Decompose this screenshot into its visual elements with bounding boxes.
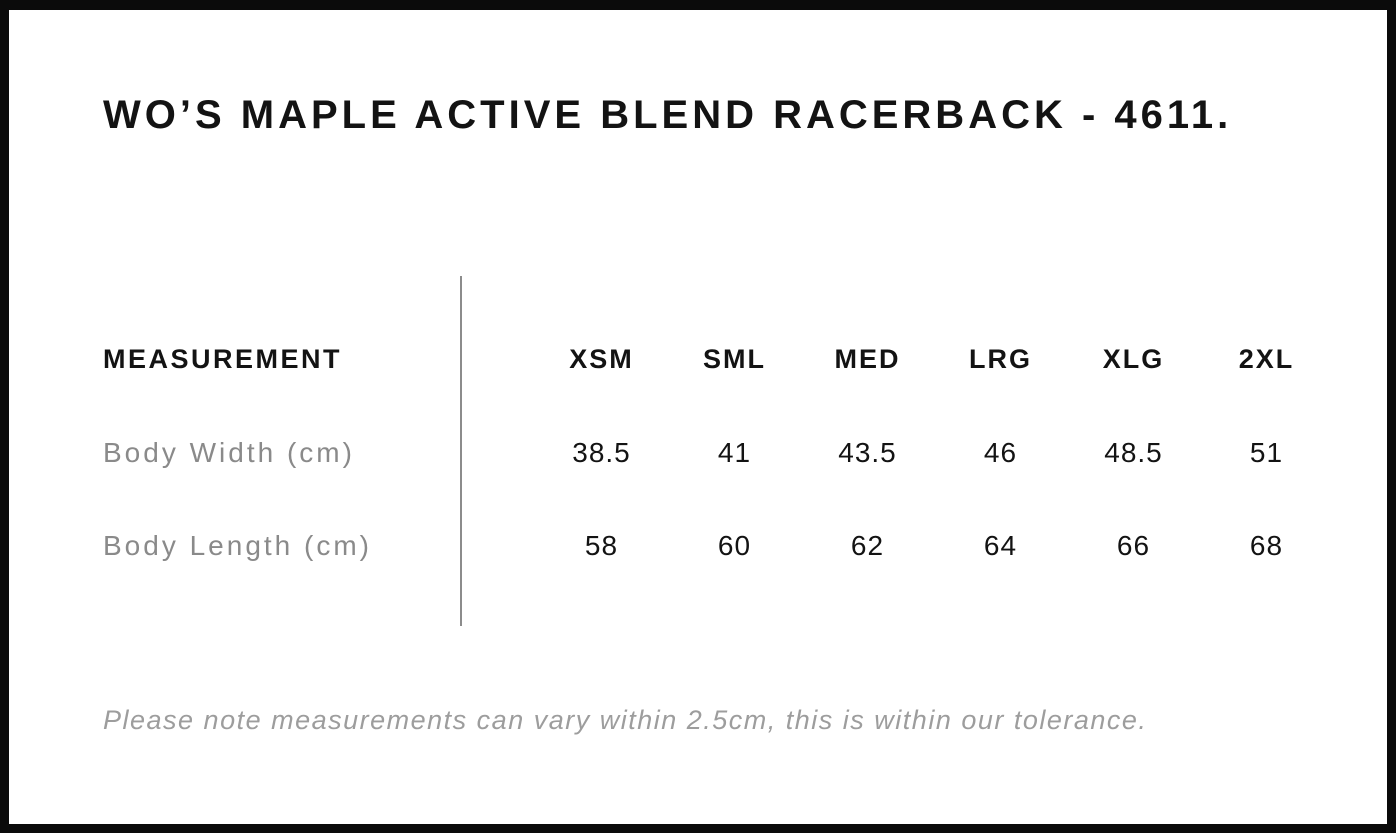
body-length-values: 58 60 62 64 66 68 (535, 530, 1333, 562)
table-row-body-width: Body Width (cm) 38.5 41 43.5 46 48.5 51 (103, 406, 1339, 499)
cell-body-length-med: 62 (850, 529, 885, 561)
row-label-body-length: Body Length (cm) (103, 529, 372, 561)
product-title: WO’S MAPLE ACTIVE BLEND RACERBACK - 4611… (103, 93, 1233, 137)
row-label-body-width: Body Width (cm) (103, 436, 355, 468)
cell-body-width-xlg: 48.5 (1104, 436, 1163, 468)
column-header-xsm: XSM (569, 344, 634, 374)
cell-body-length-xlg: 66 (1116, 529, 1151, 561)
column-header-sml: SML (703, 344, 766, 374)
cell-body-length-sml: 60 (717, 529, 752, 561)
cell-body-width-xsm: 38.5 (572, 436, 631, 468)
size-table: MEASUREMENT XSM SML MED LRG XLG 2XL Body… (103, 276, 1339, 626)
column-header-med: MED (834, 344, 901, 374)
column-header-xlg: XLG (1102, 344, 1165, 374)
column-header-measurement: MEASUREMENT (103, 344, 343, 374)
column-header-2xl: 2XL (1238, 344, 1295, 374)
body-width-values: 38.5 41 43.5 46 48.5 51 (535, 437, 1333, 469)
cell-body-length-xsm: 58 (584, 529, 619, 561)
size-header-cells: XSM SML MED LRG XLG 2XL (535, 344, 1333, 375)
column-header-lrg: LRG (969, 344, 1032, 374)
cell-body-width-lrg: 46 (983, 436, 1018, 468)
cell-body-length-lrg: 64 (983, 529, 1018, 561)
cell-body-width-sml: 41 (717, 436, 752, 468)
cell-body-width-2xl: 51 (1249, 436, 1284, 468)
tolerance-note: Please note measurements can vary within… (103, 705, 1148, 735)
table-divider-line (460, 276, 462, 626)
cell-body-width-med: 43.5 (838, 436, 897, 468)
table-header-row: MEASUREMENT XSM SML MED LRG XLG 2XL (103, 313, 1339, 406)
cell-body-length-2xl: 68 (1249, 529, 1284, 561)
table-row-body-length: Body Length (cm) 58 60 62 64 66 68 (103, 499, 1339, 592)
